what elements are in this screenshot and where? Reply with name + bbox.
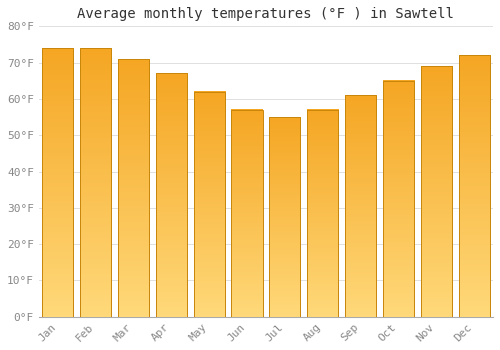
Bar: [345, 95, 376, 317]
Bar: [421, 66, 452, 317]
Bar: [156, 74, 187, 317]
Title: Average monthly temperatures (°F ) in Sawtell: Average monthly temperatures (°F ) in Sa…: [78, 7, 454, 21]
Bar: [80, 48, 111, 317]
Bar: [383, 81, 414, 317]
Bar: [42, 48, 74, 317]
Bar: [307, 110, 338, 317]
Bar: [118, 59, 149, 317]
Bar: [270, 117, 300, 317]
Bar: [458, 55, 490, 317]
Bar: [194, 92, 224, 317]
Bar: [232, 110, 262, 317]
